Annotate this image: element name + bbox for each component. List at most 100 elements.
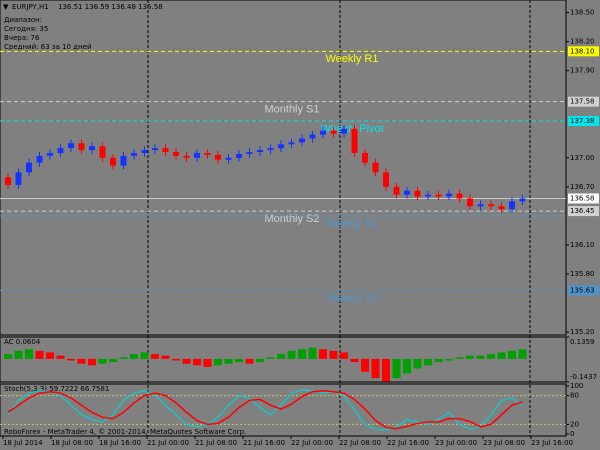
ac-bar (340, 352, 348, 359)
ac-bar (455, 357, 464, 359)
stoch-line (7, 389, 523, 431)
ac-bar (109, 358, 117, 363)
candle-body (435, 194, 442, 197)
y-tick-label: 20 (570, 420, 579, 428)
symbol-arrow: ▼ (3, 3, 9, 11)
level-name: Weekly S2 (326, 292, 378, 304)
y-tick-label: -0.1437 (570, 373, 597, 381)
ac-bar (329, 350, 338, 359)
y-tick-label: 137.90 (570, 67, 595, 75)
candle-body (215, 154, 221, 160)
ac-bar (308, 347, 317, 359)
ac-bar (88, 358, 96, 366)
ac-bar (119, 357, 128, 359)
ac-bar (382, 358, 390, 382)
candle-body (477, 204, 484, 207)
level-box (568, 96, 599, 107)
ac-bar (371, 358, 380, 379)
level-box-label: 137.58 (570, 98, 595, 106)
footer: RoboForex - MetaTrader 4, © 2001-2014, M… (4, 428, 246, 436)
y-tick-label: 135.80 (570, 270, 595, 278)
candle-body (99, 146, 106, 158)
candle-body (68, 143, 74, 149)
level-box (568, 206, 599, 217)
candle-body (257, 150, 263, 153)
ac-bar (424, 358, 432, 366)
ac-bar (350, 358, 359, 363)
ac-bar (224, 358, 233, 364)
candle-body (488, 204, 494, 207)
candle-body (309, 134, 316, 139)
candle-body (26, 162, 32, 173)
candle-body (320, 130, 326, 135)
ac-bar (203, 358, 212, 367)
candle-body (299, 138, 305, 143)
info-line: Средний: 63 за 10 дней (4, 43, 92, 51)
time-label: 18 Jul 08:00 (51, 439, 93, 447)
ac-bar (140, 352, 149, 359)
level-box-label: 135.63 (570, 286, 595, 294)
y-tick-label: 138.20 (570, 38, 595, 46)
ac-bar (35, 350, 44, 359)
ac-bar (151, 354, 159, 359)
candle-body (383, 172, 389, 187)
candle-body (141, 150, 148, 153)
candle-body (47, 152, 53, 156)
y-tick-label: 138.50 (570, 9, 595, 17)
ac-bar (77, 358, 86, 364)
candle-body (89, 146, 95, 151)
candle-body (110, 157, 116, 166)
stoch-panel (0, 383, 567, 437)
candle-body (341, 128, 347, 134)
candle-body (267, 148, 274, 151)
ac-bar (298, 349, 306, 359)
ac-bar (14, 350, 23, 359)
ac-bar (214, 358, 222, 366)
candle-body (225, 157, 232, 160)
candle-body (204, 152, 211, 155)
main-panel (0, 0, 567, 336)
ac-bar (413, 358, 422, 369)
level-name: Monthly S2 (264, 213, 319, 225)
time-label: 23 Jul 08:00 (483, 439, 525, 447)
candle-body (404, 190, 410, 195)
time-label: 23 Jul 00:00 (435, 439, 477, 447)
candle-body (278, 144, 284, 149)
candle-body (446, 193, 452, 197)
level-box-label: 138.10 (570, 47, 595, 55)
level-name: Monthly S1 (264, 104, 319, 116)
y-tick-label: 136.10 (570, 241, 595, 249)
y-tick-label: 80 (570, 392, 579, 400)
candle-body (456, 193, 463, 199)
time-label: 22 Jul 08:00 (339, 439, 381, 447)
candle-body (330, 130, 337, 134)
ac-bar (445, 358, 453, 361)
y-tick-label: 136.70 (570, 183, 595, 191)
ac-bar (434, 358, 443, 363)
time-label: 18 Jul 2014 (3, 439, 43, 447)
candle-body (393, 186, 400, 195)
ac-bar (130, 354, 138, 359)
candle-body (57, 148, 64, 153)
info-line: Сегодня: 35 (4, 25, 48, 33)
symbol: EURJPY,H1 (12, 3, 49, 11)
ac-bar (518, 349, 527, 359)
ac-bar (256, 358, 264, 363)
current-price-box (568, 193, 599, 204)
ac-bar (319, 349, 327, 359)
panel-title: AC 0.0604 (4, 338, 41, 346)
ac-bar (392, 358, 401, 379)
time-label: 21 Jul 08:00 (195, 439, 237, 447)
ac-bar (508, 350, 516, 359)
candle-body (372, 162, 379, 173)
candle-body (425, 194, 431, 197)
level-box-label: 136.45 (570, 207, 595, 215)
level-name: Weekly R1 (326, 53, 379, 65)
candle-body (498, 206, 505, 210)
time-label: 18 Jul 16:00 (99, 439, 141, 447)
candle-body (288, 142, 295, 145)
candle-body (509, 201, 515, 210)
